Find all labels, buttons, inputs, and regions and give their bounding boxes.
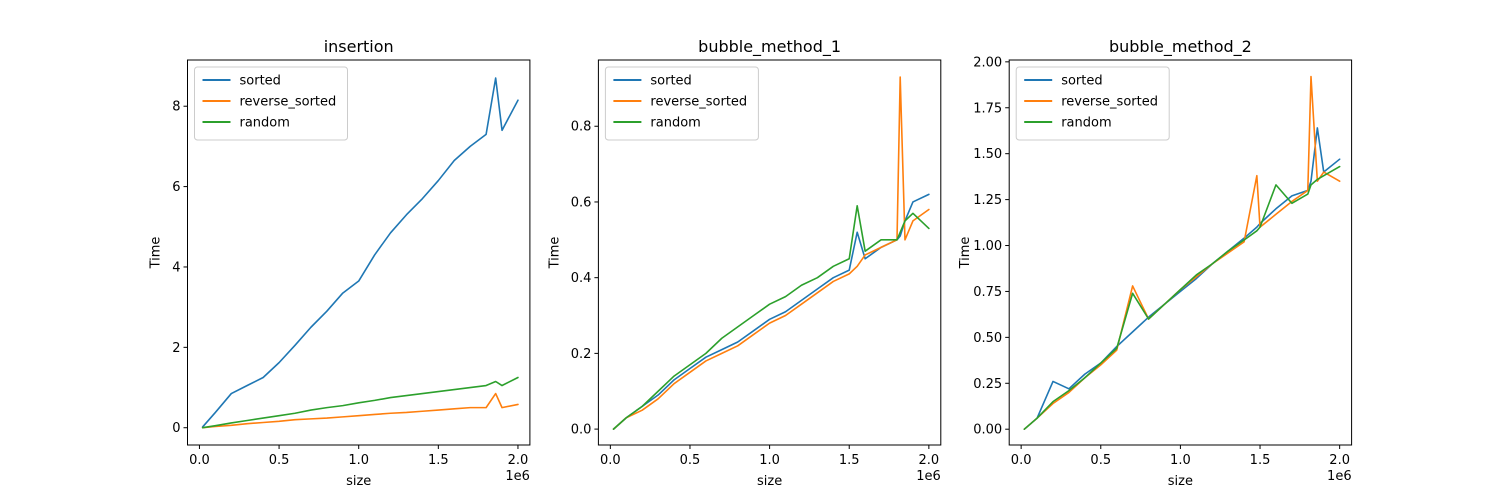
x-tick-label: 1.5 [428,453,449,468]
x-tick-label: 1.5 [839,453,860,468]
x-axis-label: size [757,474,782,489]
x-tick-label: 1.0 [348,453,369,468]
x-tick-label: 2.0 [508,453,529,468]
series-line-random [201,376,519,429]
y-tick-label: 2.00 [973,55,1002,70]
y-tick-label: 0.8 [571,120,592,135]
x-tick-label: 0.0 [1011,453,1032,468]
legend-box [604,66,759,141]
y-tick-label: 1.00 [973,239,1002,254]
x-tick-label: 0.5 [680,453,701,468]
series-line-random [1023,165,1341,431]
y-tick-label: 0.4 [571,271,592,286]
series-line-random [612,204,930,430]
y-tick-label: 0 [172,421,180,436]
y-tick-label: 0.75 [973,285,1002,300]
subplot-1: insertion 0.0 0.5 1.0 1.5 2.0 0 2 4 6 8 1e6 size Time… [149,37,531,489]
legend-box [194,66,348,141]
y-tick-label: 4 [172,260,180,275]
legend-label-reverse_sorted: reverse_sorted [240,95,337,110]
y-tick-label: 1.25 [973,193,1002,208]
series-line-reverse_sorted [612,76,930,430]
legend-label-random: random [650,116,700,131]
chart-title: bubble_method_2 [1109,37,1252,57]
x-offset-label: 1e6 [916,469,941,484]
legend-box [1015,66,1170,141]
x-tick-label: 0.0 [189,453,210,468]
y-tick-label: 0.50 [973,331,1002,346]
legend-label-reverse_sorted: reverse_sorted [650,95,747,110]
x-axis-label: size [1168,474,1193,489]
y-axis-label: Time [149,237,164,270]
y-tick-label: 0.00 [973,423,1002,438]
legend-label-sorted: sorted [240,74,281,89]
subplot-2: bubble_method_1 0.0 0.5 1.0 1.5 2.0 0.0 0.2 0.4 0… [547,37,942,489]
x-tick-label: 0.0 [600,453,621,468]
y-tick-label: 8 [172,100,180,115]
x-offset-label: 1e6 [1327,469,1352,484]
legend-label-sorted: sorted [1061,74,1102,89]
y-tick-label: 1.75 [973,101,1002,116]
x-tick-label: 1.0 [759,453,780,468]
x-tick-label: 2.0 [919,453,940,468]
y-tick-label: 0.2 [571,347,592,362]
x-offset-label: 1e6 [505,469,530,484]
y-axis-label: Time [958,237,973,270]
y-tick-label: 1.50 [973,147,1002,162]
chart-title: insertion [324,37,394,56]
series-line-sorted [201,77,519,428]
x-axis-label: size [346,474,371,489]
subplot-3: bubble_method_2 0.0 0.5 1.0 1.5 2.0 0.00 0.25 0.… [958,37,1353,489]
legend-label-random: random [1061,116,1111,131]
y-tick-label: 0.6 [571,195,592,210]
legend-label-random: random [240,116,290,131]
y-axis-label: Time [547,237,562,270]
series-line-reverse_sorted [201,392,519,429]
x-tick-label: 1.0 [1170,453,1191,468]
y-tick-label: 0.0 [571,423,592,438]
legend-label-sorted: sorted [650,74,691,89]
x-tick-label: 0.5 [269,453,290,468]
legend-label-reverse_sorted: reverse_sorted [1061,95,1158,110]
x-tick-label: 1.5 [1250,453,1271,468]
x-tick-label: 2.0 [1329,453,1350,468]
y-tick-label: 0.25 [973,377,1002,392]
y-tick-label: 2 [172,341,180,356]
x-tick-label: 0.5 [1090,453,1111,468]
y-tick-label: 6 [172,180,180,195]
chart-title: bubble_method_1 [698,37,841,57]
